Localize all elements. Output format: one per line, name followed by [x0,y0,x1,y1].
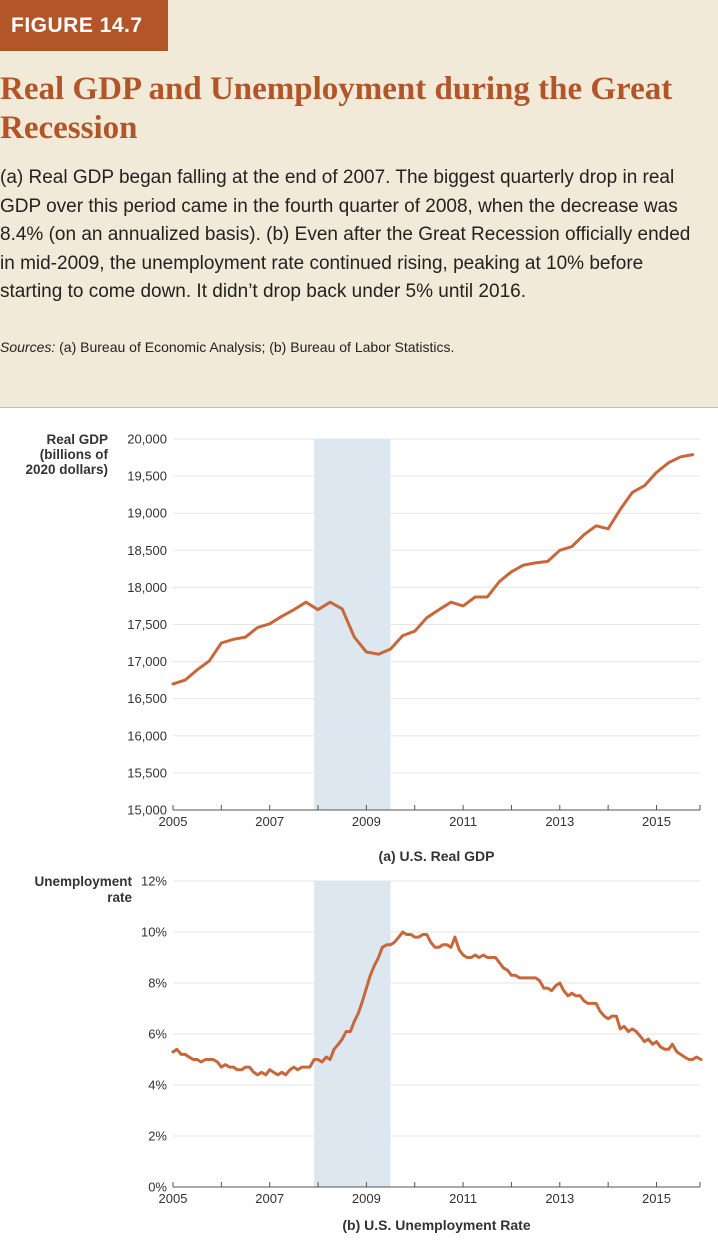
charts-area: 15,000 15,500 16,000 16,500 17,000 17,500 18,0… [25,432,703,1233]
sources-text: (a) Bureau of Economic Analysis; (b) Bur… [59,339,455,355]
unemp-x-tick-label: 2015 [642,1191,671,1206]
unemp-x-tick-label: 2007 [255,1191,284,1206]
figure-title: Real GDP and Unemployment during the Gre… [0,71,673,146]
gdp-x-tick-label: 2013 [545,814,574,829]
unemp-y-axis-label: rate [107,890,132,905]
unemp-y-tick-label: 0% [148,1180,167,1195]
figure-sources: Sources: (a) Bureau of Economic Analysis… [0,339,705,355]
gdp-y-tick-label: 19,500 [127,469,167,484]
gdp-y-tick-label: 18,000 [127,580,167,595]
gdp-y-tick-label: 19,000 [127,506,167,521]
unemp-y-axis-label: Unemployment [34,874,132,889]
gdp-y-tick-label: 16,000 [127,728,167,743]
gdp-y-tick-label: 16,500 [127,691,167,706]
gdp-series-line [171,453,695,686]
unemp-y-tick-label: 2% [148,1129,167,1144]
gdp-y-tick-label: 18,500 [127,543,167,558]
gdp-x-tick-label: 2005 [159,814,188,829]
unemployment-chart: 0% 2% 4% 6% 8% 10% 12% 2005 2007 2009 2011 2013 2015… [34,874,703,1233]
unemp-x-tick-label: 2009 [352,1191,381,1206]
unemp-y-tick-label: 12% [141,874,167,889]
gdp-y-axis-label: (billions of [40,447,109,462]
figure-header: FIGURE 14.7 Real GDP and Unemployment du… [0,0,718,408]
gdp-x-tick-label: 2011 [449,814,477,829]
unemp-y-tick-label: 8% [148,976,167,991]
gdp-y-tick-label: 17,500 [127,617,167,632]
unemp-series-line [171,930,703,1077]
unemp-y-tick-label: 6% [148,1027,167,1042]
figure-caption: (a) Real GDP began falling at the end of… [0,167,691,302]
sources-label: Sources: [0,339,56,355]
gdp-y-tick-label: 15,000 [127,803,167,818]
gdp-x-tick-label: 2007 [255,814,284,829]
gdp-y-tick-label: 20,000 [127,432,167,447]
gdp-y-axis-label: 2020 dollars) [25,462,108,477]
gdp-chart-title: (a) U.S. Real GDP [379,848,495,864]
gdp-x-tick-label: 2015 [642,814,671,829]
unemp-y-tick-label: 10% [141,925,167,940]
gdp-chart: 15,000 15,500 16,000 16,500 17,000 17,500 18,0… [25,432,701,864]
unemp-x-tick-label: 2011 [449,1191,477,1206]
gdp-y-axis-label: Real GDP [46,432,108,447]
unemp-chart-title: (b) U.S. Unemployment Rate [342,1217,530,1233]
gdp-y-tick-label: 15,500 [127,765,167,780]
unemp-x-tick-label: 2013 [545,1191,574,1206]
gdp-y-tick-label: 17,000 [127,654,167,669]
figure-label: FIGURE 14.7 [0,0,168,51]
gdp-x-tick-label: 2009 [352,814,381,829]
unemp-x-tick-label: 2005 [159,1191,188,1206]
unemp-y-tick-label: 4% [148,1078,167,1093]
